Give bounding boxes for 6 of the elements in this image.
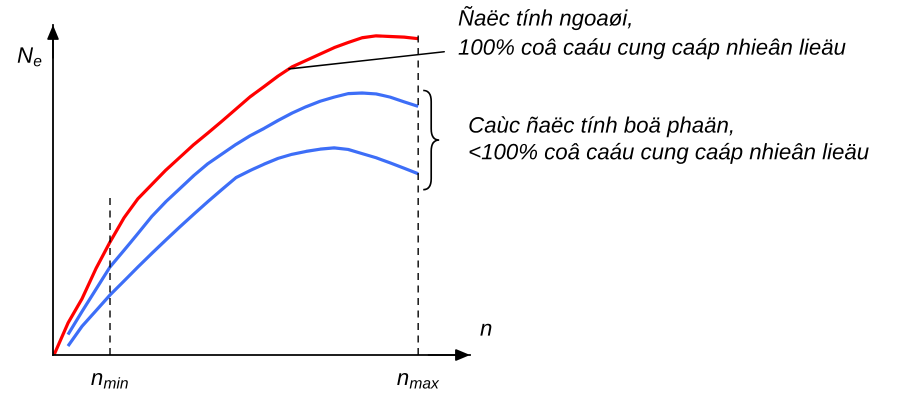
y-axis-title: N$_{e}$ — [18, 47, 42, 66]
x-tick-label: n$_{min}$ — [91, 372, 128, 388]
text: Caùc ñaëc tính boä phaän, <100% coâ caáu cung caáp nhieân lieäu — [469, 116, 869, 164]
x-tick-label: n$_{max}$ — [397, 372, 440, 389]
text: Ñaëc tính ngoaøi, 100% coâ caáu cung caáp nhieân lieäu — [458, 6, 846, 60]
x-axis-title: n — [480, 324, 492, 336]
